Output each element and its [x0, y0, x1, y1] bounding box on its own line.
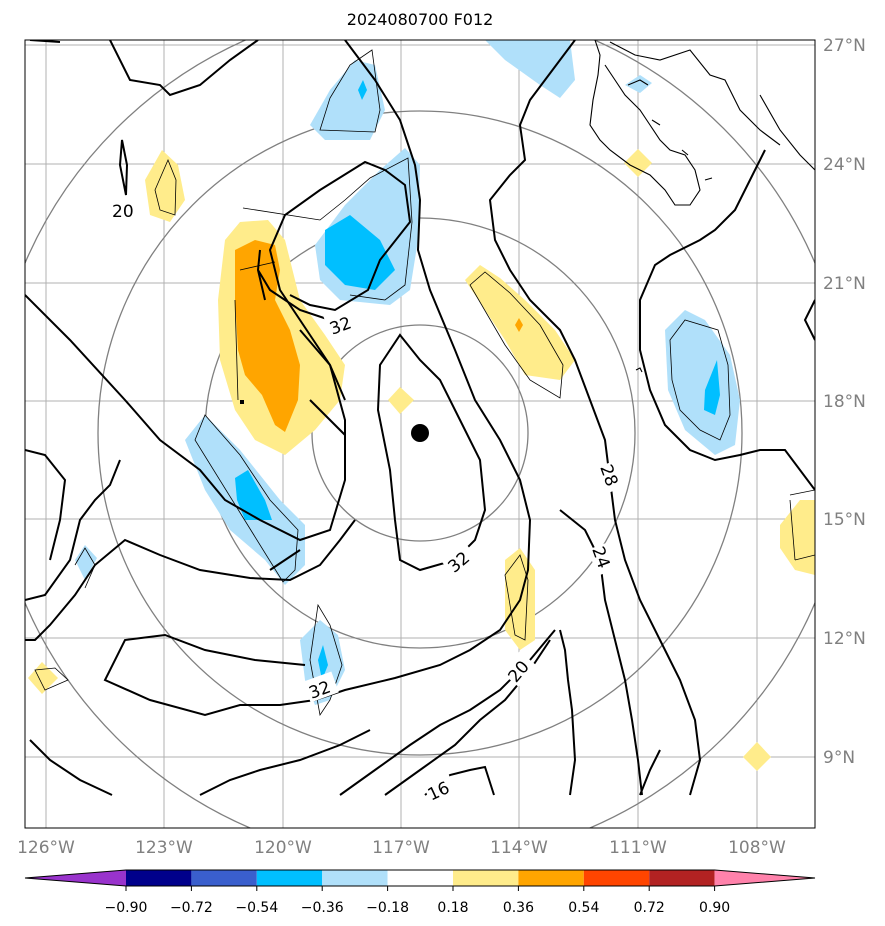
orange-area: [235, 240, 300, 432]
colorbar-tick-label: −0.54: [235, 900, 278, 916]
lat-tick-label: 9°N: [823, 748, 855, 768]
colorbar-segment: [126, 870, 192, 886]
colorbar-extend-high: [714, 870, 815, 886]
lat-tick-label: 18°N: [823, 392, 866, 412]
colorbar-segment: [322, 870, 388, 886]
colorbar-extend-low: [25, 870, 126, 886]
small-marker: [240, 400, 244, 404]
colorbar: −0.90 −0.72 −0.54 −0.36 −0.18 0.18 0.36 …: [24, 869, 816, 916]
colorbar-ticks: [125, 886, 716, 891]
lon-tick-label: 114°W: [490, 838, 548, 858]
lon-tick-label: 126°W: [17, 838, 75, 858]
colorbar-segment: [518, 870, 584, 886]
light-blue-area: [485, 40, 575, 98]
light-blue-area: [310, 60, 385, 140]
storm-center-dot: [411, 424, 429, 442]
map-frame: [24, 39, 816, 829]
colorbar-tick-label: −0.72: [170, 900, 213, 916]
yellow-area: [145, 150, 185, 222]
deep-blue-area: [325, 215, 395, 290]
map-content: [25, 40, 815, 828]
shaded-field: [28, 40, 815, 771]
lon-tick-label: 123°W: [135, 838, 193, 858]
coastline: [589, 40, 815, 373]
colorbar-tick-label: −0.18: [366, 900, 409, 916]
lon-tick-label: 111°W: [609, 838, 667, 858]
yellow-area: [743, 742, 771, 771]
latitude-labels: 27°N 24°N 21°N 18°N 15°N 12°N 9°N: [823, 36, 866, 768]
lon-tick-label: 120°W: [254, 838, 312, 858]
colorbar-segment: [191, 870, 257, 886]
colorbar-tick-label: 0.72: [634, 900, 665, 916]
deep-blue-area: [358, 80, 367, 100]
yellow-area: [28, 662, 58, 694]
colorbar-segment: [387, 870, 453, 886]
deep-blue-area: [318, 645, 328, 680]
light-blue-area: [75, 545, 97, 580]
lat-tick-label: 21°N: [823, 274, 866, 294]
colorbar-segment: [453, 870, 519, 886]
deep-blue-area: [704, 360, 720, 415]
contour-label: 20: [112, 202, 134, 222]
colorbar-tick-label: 0.36: [503, 900, 534, 916]
deep-blue-area: [235, 470, 272, 520]
yellow-area: [624, 149, 652, 177]
longitude-labels: 126°W 123°W 120°W 117°W 114°W 111°W 108°…: [17, 838, 786, 858]
colorbar-tick-label: −0.36: [301, 900, 344, 916]
light-blue-area: [625, 75, 652, 93]
lon-tick-label: 117°W: [372, 838, 430, 858]
yellow-area: [388, 387, 414, 414]
colorbar-tick-label: 0.18: [437, 900, 468, 916]
lat-tick-label: 24°N: [823, 155, 866, 175]
colorbar-tick-label: 0.90: [699, 900, 730, 916]
yellow-area: [780, 500, 815, 575]
lon-tick-label: 108°W: [728, 838, 786, 858]
map-title: 2024080700 F012: [346, 10, 494, 29]
colorbar-segment: [256, 870, 323, 886]
colorbar-segment: [649, 870, 715, 886]
lat-tick-label: 15°N: [823, 510, 866, 530]
thick-contours: [25, 40, 815, 796]
colorbar-tick-label: 0.54: [568, 900, 599, 916]
light-blue-area: [665, 310, 740, 455]
orange-area: [515, 318, 523, 332]
colorbar-segment: [583, 870, 650, 886]
colorbar-tick-label: −0.90: [105, 900, 148, 916]
lat-tick-label: 12°N: [823, 629, 866, 649]
lat-tick-label: 27°N: [823, 36, 866, 56]
